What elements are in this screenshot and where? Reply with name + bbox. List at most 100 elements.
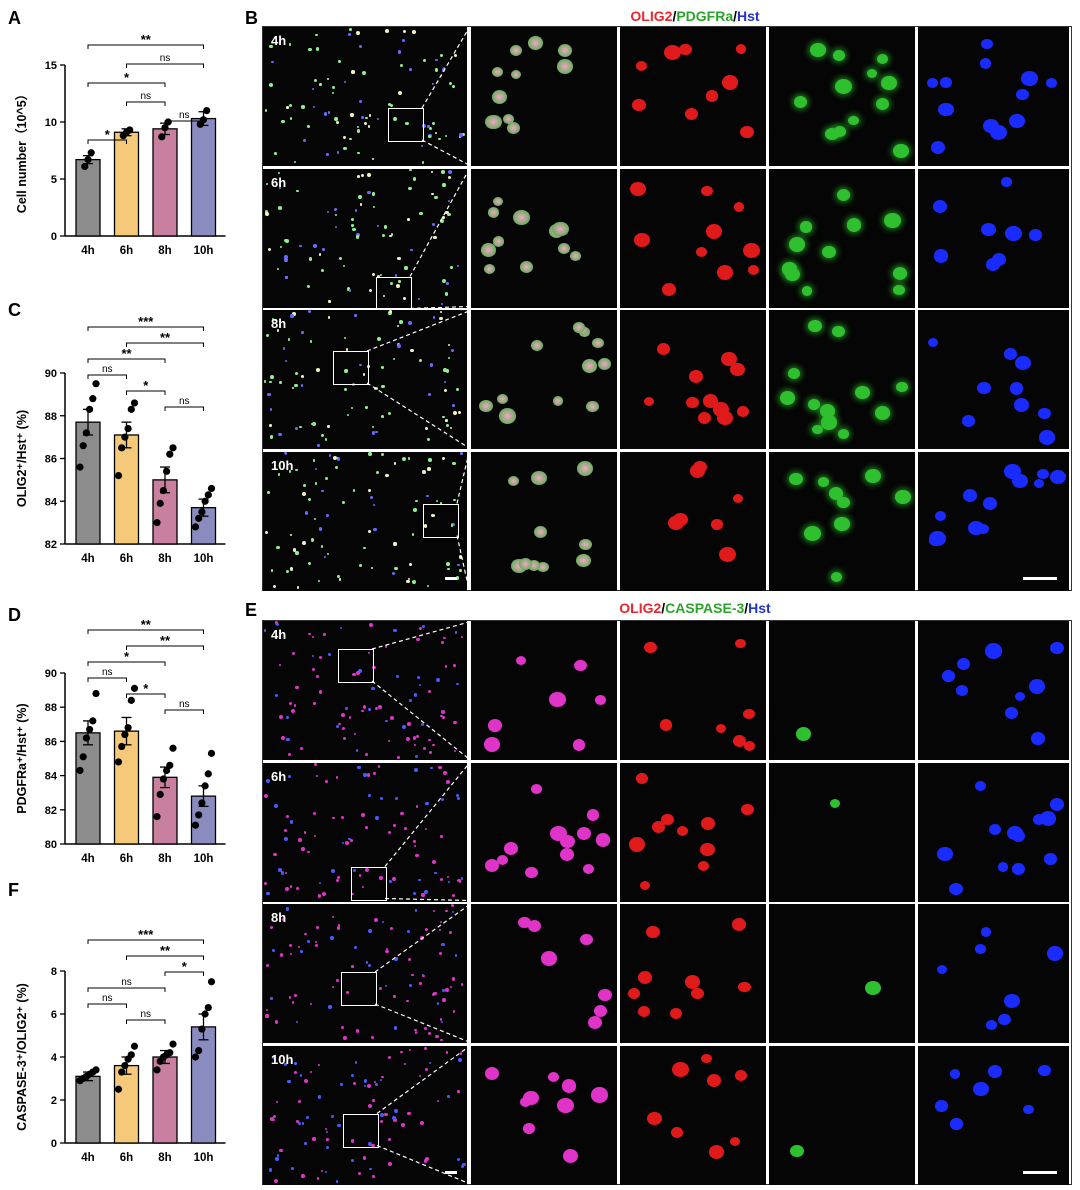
- cell-dot: [400, 1050, 404, 1054]
- cell-dot: [267, 392, 271, 397]
- cell-dot: [362, 886, 365, 889]
- cell-dot: [377, 337, 382, 342]
- cell-body: [982, 497, 998, 511]
- cell-dot: [289, 117, 293, 120]
- x-tick-label: 6h: [120, 245, 133, 257]
- cell-body: [1028, 679, 1046, 695]
- cell-dot: [395, 674, 399, 678]
- cell-dot: [393, 1118, 397, 1123]
- cell-dot: [270, 374, 274, 379]
- cell-dot: [350, 217, 354, 221]
- cell-dot: [459, 452, 463, 456]
- overview-image: 6h: [263, 168, 467, 308]
- cell-dot: [356, 233, 360, 237]
- cell-body: [549, 692, 566, 708]
- cell-dot: [308, 257, 313, 261]
- cell-dot: [313, 244, 318, 249]
- cell-dot: [408, 563, 412, 567]
- cell-dot: [452, 410, 457, 415]
- cell-body: [502, 113, 514, 124]
- cell-dot: [426, 437, 431, 441]
- cell-body: [595, 833, 611, 847]
- cell-dot: [439, 311, 442, 314]
- cell-dot: [321, 269, 324, 273]
- cell-body: [738, 981, 751, 993]
- cell-dot: [313, 763, 317, 767]
- cell-dot: [437, 137, 441, 141]
- data-point: [201, 1010, 209, 1018]
- x-tick-label: 10h: [194, 245, 214, 257]
- zoom-connector: [374, 904, 470, 973]
- cell-body: [569, 251, 581, 262]
- cell-dot: [350, 407, 353, 410]
- cell-dot: [407, 218, 410, 221]
- cell-body: [779, 391, 796, 405]
- cell-body: [740, 125, 755, 139]
- cell-dot: [440, 1038, 443, 1041]
- cell-dot: [400, 1122, 405, 1127]
- cell-dot: [447, 1095, 451, 1098]
- x-tick-label: 10h: [194, 853, 214, 865]
- cell-dot: [291, 1000, 295, 1004]
- data-point: [207, 978, 216, 986]
- cell-body: [938, 102, 954, 117]
- cell-dot: [284, 359, 288, 363]
- cell-dot: [452, 403, 455, 407]
- cell-dot: [415, 637, 420, 642]
- cell-dot: [384, 645, 388, 649]
- cell-body: [875, 98, 889, 110]
- data-point: [158, 133, 166, 141]
- bar-6h: [113, 730, 140, 845]
- cell-dot: [350, 892, 354, 896]
- zoom-region-box: [333, 351, 369, 385]
- cell-dot: [355, 1029, 360, 1034]
- cell-dot: [368, 288, 372, 293]
- cell-dot: [357, 125, 360, 128]
- cell-body: [696, 246, 708, 257]
- cell-body: [1009, 382, 1024, 395]
- cell-dot: [397, 343, 402, 348]
- hst-channel-image: [918, 310, 1069, 449]
- cell-dot: [444, 134, 448, 138]
- cell-body: [997, 862, 1009, 872]
- cell-body: [661, 283, 676, 296]
- cell-dot: [345, 707, 349, 711]
- cell-dot: [316, 367, 321, 372]
- merge-zoom-image: [471, 310, 617, 449]
- cell-dot: [301, 105, 306, 109]
- cell-dot: [314, 834, 317, 837]
- merge-zoom-image: [471, 168, 617, 308]
- cell-body: [708, 1144, 724, 1159]
- cell-body: [981, 222, 997, 236]
- zoom-region-box: [341, 972, 377, 1006]
- y-tick-label: 84: [45, 771, 58, 783]
- cell-dot: [393, 824, 396, 828]
- cell-body: [988, 1065, 1003, 1078]
- cell-dot: [263, 881, 267, 885]
- cell-dot: [371, 272, 376, 277]
- cell-dot: [388, 1162, 392, 1166]
- cell-body: [639, 881, 650, 891]
- sig-label: *: [105, 127, 111, 142]
- cell-dot: [317, 894, 322, 899]
- cell-dot: [403, 297, 406, 301]
- cell-body: [741, 803, 755, 816]
- data-point: [199, 116, 208, 124]
- cell-body: [796, 726, 812, 741]
- cell-body: [576, 461, 594, 477]
- y-tick-label: 88: [45, 702, 57, 714]
- cell-dot: [447, 200, 450, 203]
- bar-6h: [113, 434, 140, 545]
- cell-dot: [423, 1159, 428, 1163]
- cell-dot: [363, 773, 367, 778]
- cell-body: [488, 719, 502, 732]
- cell-dot: [358, 668, 363, 673]
- hst-channel-image: [918, 621, 1069, 760]
- cell-dot: [323, 112, 328, 116]
- zoom-connector: [421, 27, 470, 109]
- cell-dot: [368, 114, 372, 117]
- cell-body: [634, 233, 650, 248]
- cell-body: [833, 50, 846, 61]
- cell-body: [799, 221, 813, 233]
- stain-title-part: Hst: [737, 8, 760, 24]
